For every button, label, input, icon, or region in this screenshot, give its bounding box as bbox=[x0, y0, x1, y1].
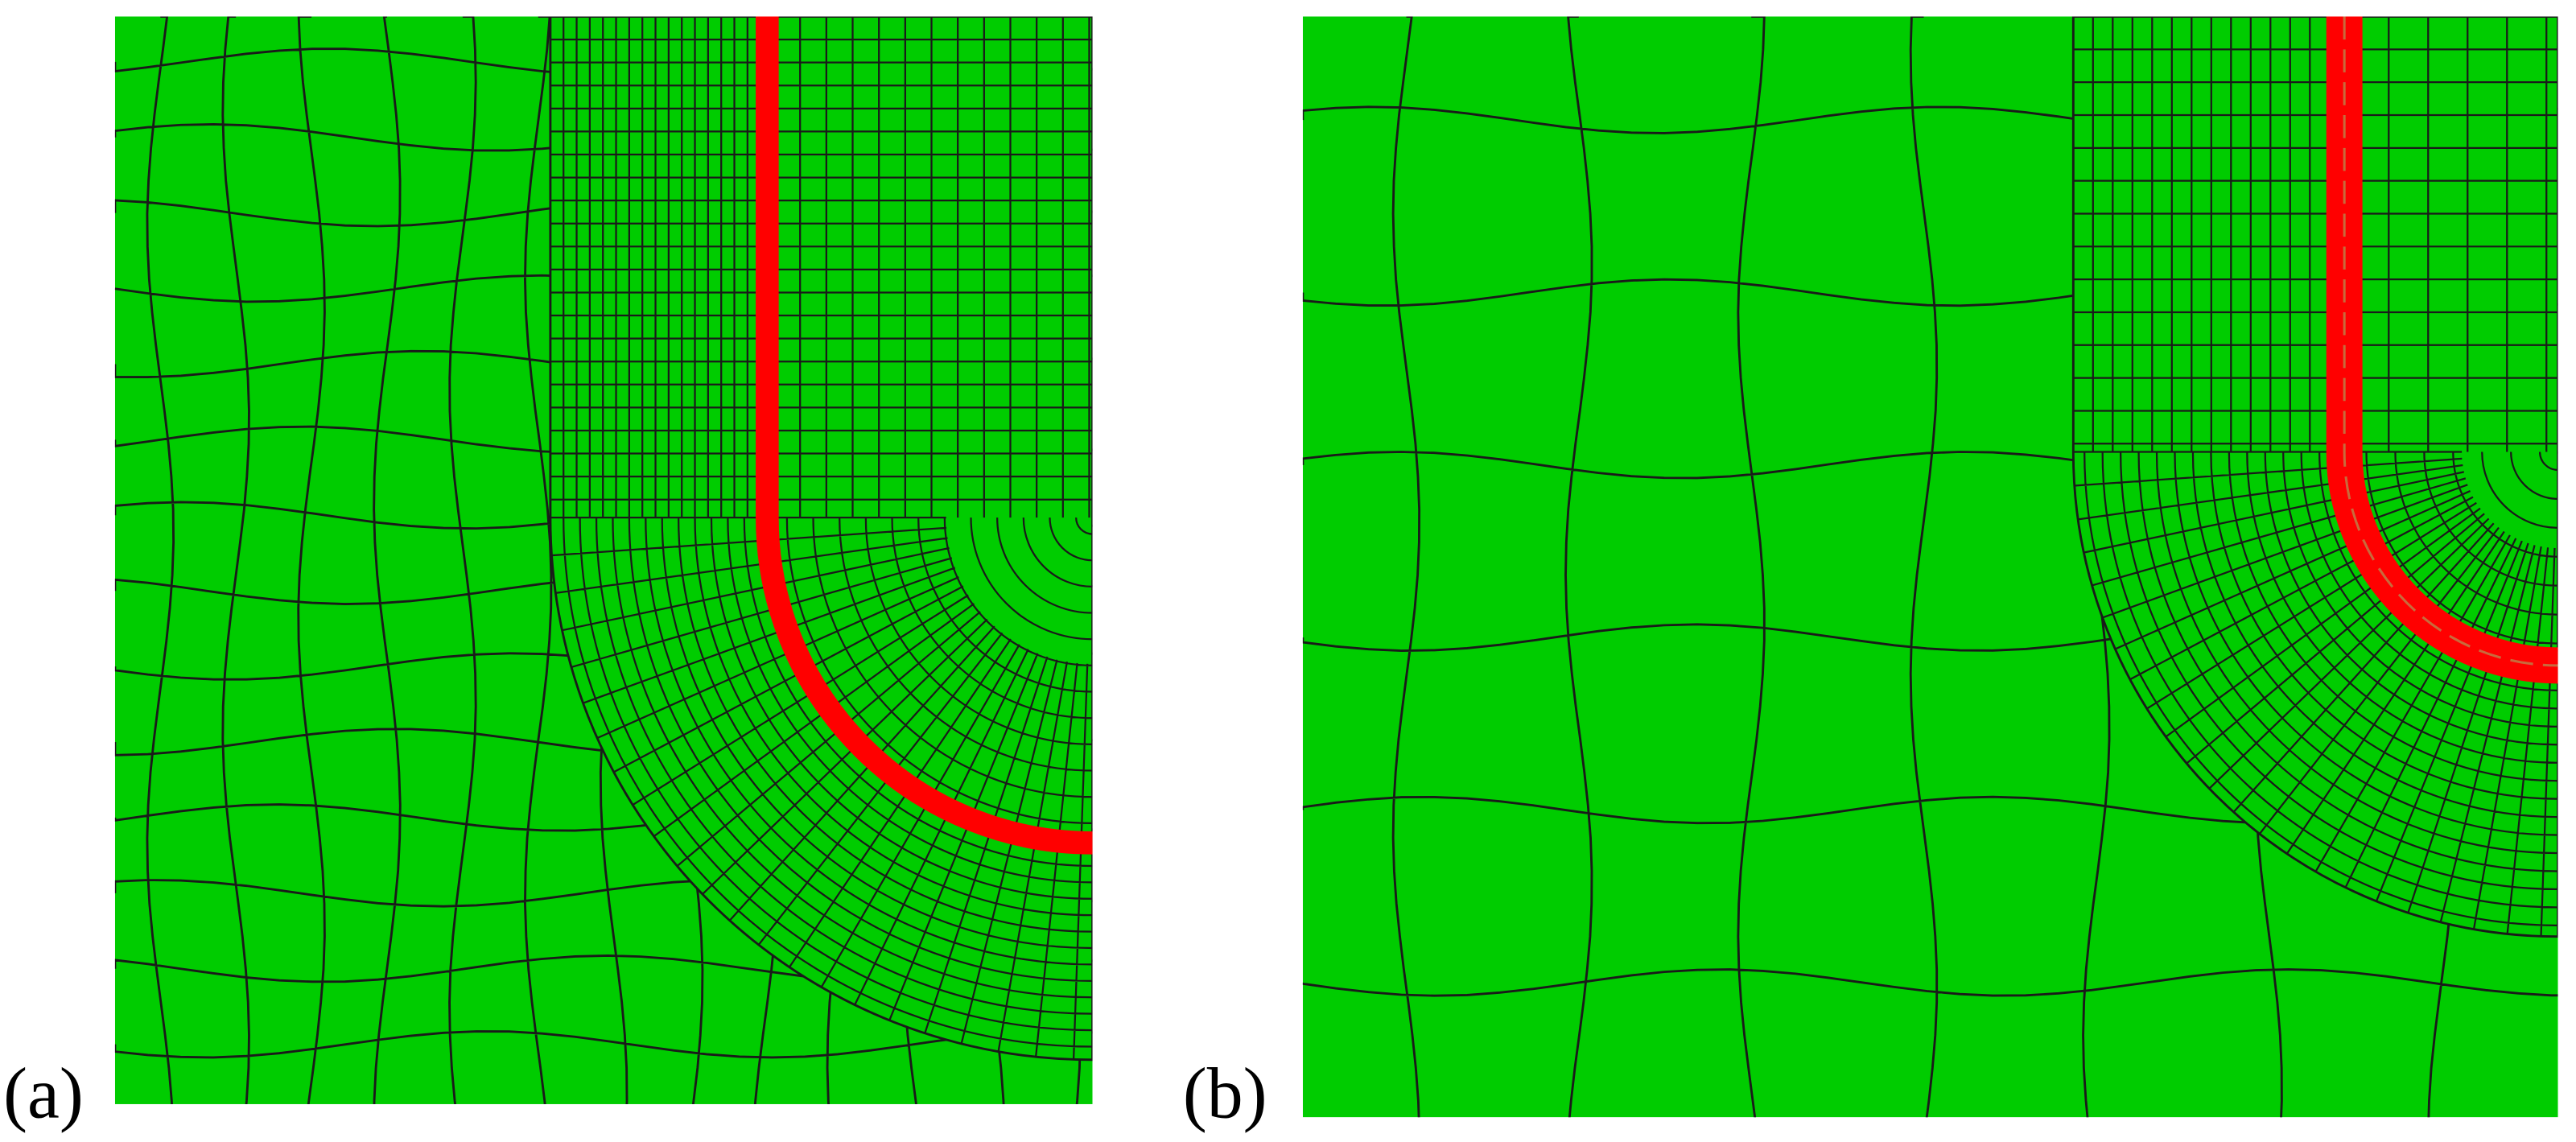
mesh-panel-a bbox=[114, 16, 1093, 1104]
red-layer-mid bbox=[2343, 16, 2558, 667]
panel-label: (b) bbox=[1183, 1053, 1267, 1133]
red-layer bbox=[756, 16, 1093, 855]
panel-label: (a) bbox=[3, 1053, 84, 1133]
mesh-lines bbox=[549, 16, 1093, 1060]
mesh-lines bbox=[2072, 16, 2558, 937]
mesh-panel-b bbox=[1302, 16, 2558, 1118]
